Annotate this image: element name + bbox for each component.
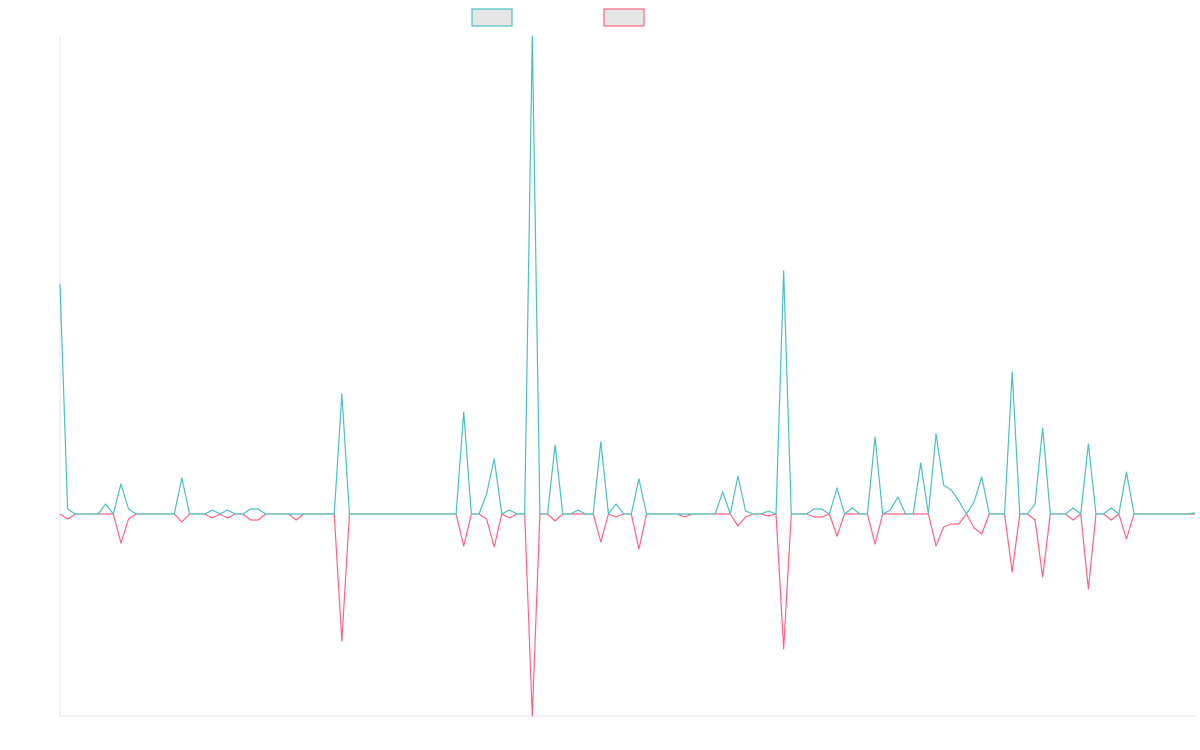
series-line (59, 513, 1195, 717)
legend-swatch[interactable] (471, 8, 513, 27)
legend-swatch[interactable] (603, 8, 645, 27)
series-line (59, 35, 1196, 515)
